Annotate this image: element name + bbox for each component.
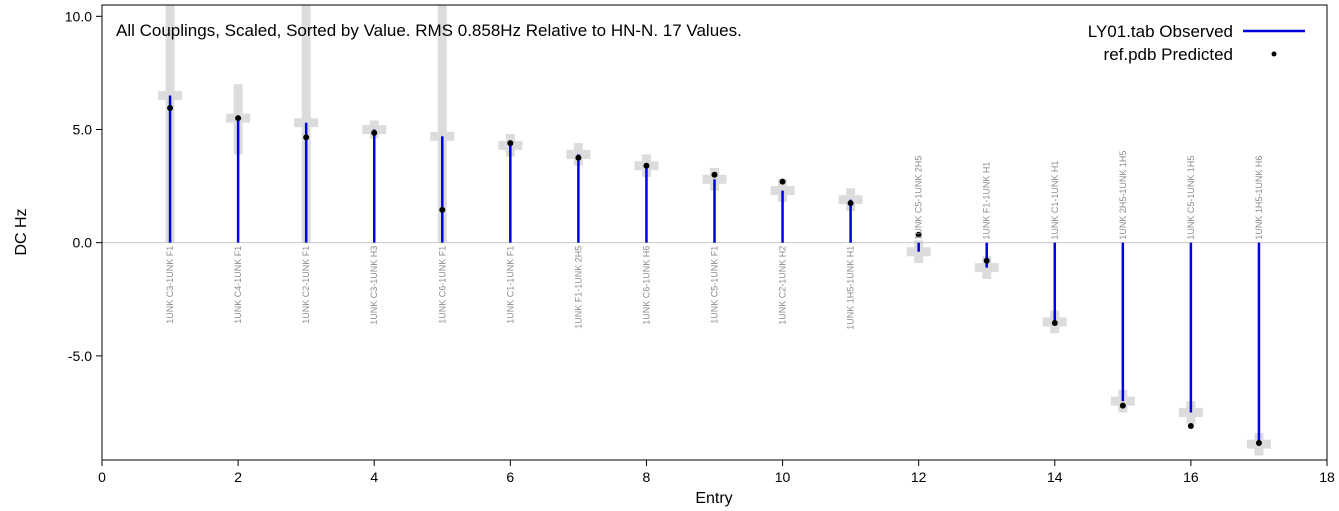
x-tick-label-14: 14 (1047, 469, 1063, 485)
y-tick-label-0.0: 0.0 (73, 235, 93, 251)
pair-label-8: 1UNK C6-1UNK H6 (641, 246, 651, 325)
x-tick-label-16: 16 (1183, 469, 1199, 485)
pair-label-6: 1UNK C1-1UNK F1 (505, 246, 515, 324)
chart-title: All Couplings, Scaled, Sorted by Value. … (116, 21, 742, 40)
x-tick-label-18: 18 (1319, 469, 1335, 485)
pair-label-3: 1UNK C2-1UNK F1 (301, 246, 311, 324)
pair-label-15: 1UNK 2H5-1UNK 1H5 (1118, 151, 1128, 240)
predicted-point-10 (779, 178, 786, 185)
predicted-point-7 (575, 154, 582, 161)
predicted-point-8 (643, 162, 650, 169)
predicted-point-1 (167, 104, 174, 111)
x-tick-label-6: 6 (506, 469, 514, 485)
legend-swatch-predicted (1271, 51, 1277, 57)
predicted-point-2 (235, 115, 242, 122)
pair-label-1: 1UNK C3-1UNK F1 (165, 246, 175, 324)
predicted-point-9 (711, 171, 718, 178)
x-axis-title: Entry (695, 490, 732, 507)
pair-label-5: 1UNK C6-1UNK F1 (437, 246, 447, 324)
predicted-series (167, 104, 1262, 447)
pair-label-10: 1UNK C2-1UNK H2 (778, 246, 788, 325)
pair-label-4: 1UNK C3-1UNK H3 (369, 246, 379, 325)
x-tick-label-10: 10 (775, 469, 791, 485)
y-tick-label-10.0: 10.0 (65, 8, 92, 24)
observed-series (168, 95, 1261, 445)
predicted-point-5 (439, 206, 446, 213)
x-tick-label-2: 2 (234, 469, 242, 485)
predicted-point-4 (371, 129, 378, 136)
x-tick-label-12: 12 (911, 469, 927, 485)
y-axis-title: DC Hz (13, 208, 30, 255)
legend-label-predicted: ref.pdb Predicted (1104, 45, 1233, 64)
pair-label-13: 1UNK F1-1UNK H1 (982, 162, 992, 240)
predicted-point-11 (847, 200, 854, 207)
predicted-point-3 (303, 134, 310, 141)
predicted-point-12 (915, 231, 922, 238)
y-tick-label--5.0: -5.0 (68, 348, 92, 364)
predicted-point-14 (1051, 320, 1058, 327)
pair-label-7: 1UNK F1-1UNK 2H5 (573, 246, 583, 329)
pair-label-9: 1UNK C5-1UNK F1 (710, 246, 720, 324)
pair-label-2: 1UNK C4-1UNK F1 (233, 246, 243, 324)
x-tick-label-0: 0 (98, 469, 106, 485)
x-tick-label-8: 8 (643, 469, 651, 485)
pair-label-14: 1UNK C1-1UNK H1 (1050, 161, 1060, 240)
x-tick-label-4: 4 (370, 469, 378, 485)
error-bar-5 (437, 5, 447, 243)
pair-label-17: 1UNK 1H5-1UNK H6 (1254, 156, 1264, 240)
pair-labels: 1UNK C3-1UNK F1 1UNK C4-1UNK F1 1UNK C2-1U… (165, 151, 1264, 330)
predicted-point-16 (1187, 423, 1194, 430)
error-cap-16 (1178, 407, 1203, 417)
predicted-point-13 (983, 257, 990, 264)
axes: 0 2 4 6 8 10 12 14 16 18 -5.0 0.0 5.0 10.0 (65, 4, 1335, 485)
predicted-point-17 (1255, 440, 1262, 447)
legend-label-observed: LY01.tab Observed (1088, 22, 1233, 41)
pair-label-16: 1UNK C5-1UNK 1H5 (1186, 156, 1196, 240)
legend: LY01.tab Observed ref.pdb Predicted (1088, 22, 1305, 64)
predicted-point-6 (507, 140, 514, 147)
plot-frame (101, 4, 1328, 461)
y-tick-label-5.0: 5.0 (73, 122, 93, 138)
pair-label-11: 1UNK 1H5-1UNK H1 (846, 246, 856, 330)
predicted-point-15 (1119, 402, 1126, 409)
pair-label-12: 1UNK C5-1UNK 2H5 (914, 156, 924, 240)
